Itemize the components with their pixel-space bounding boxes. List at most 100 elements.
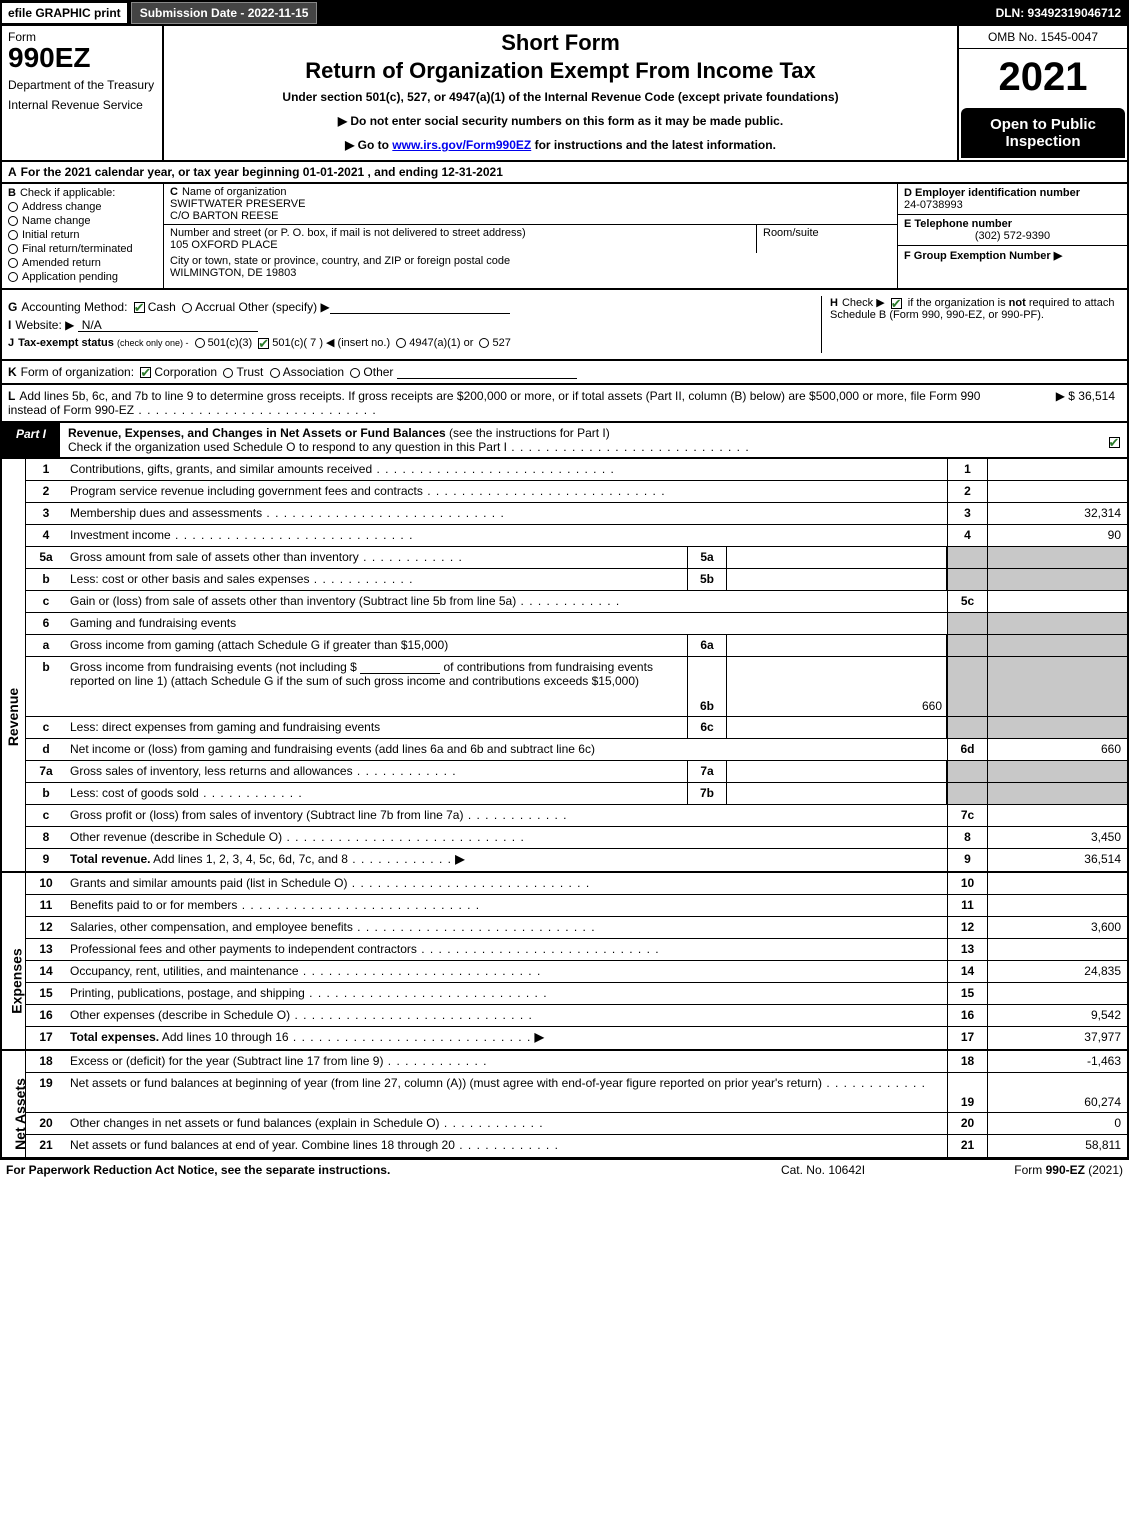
line-7b: b Less: cost of goods sold 7b [26, 783, 1127, 805]
line-6a: a Gross income from gaming (attach Sched… [26, 635, 1127, 657]
vside-netassets: Net Assets [2, 1051, 26, 1157]
line-5a: 5a Gross amount from sale of assets othe… [26, 547, 1127, 569]
chk-501c[interactable] [258, 338, 269, 349]
chk-accrual[interactable] [182, 303, 192, 313]
header-mid: Short Form Return of Organization Exempt… [164, 26, 957, 160]
line-18: 18 Excess or (deficit) for the year (Sub… [26, 1051, 1127, 1073]
val-16: 9,542 [987, 1005, 1127, 1026]
short-form-title: Short Form [172, 30, 949, 56]
chk-527[interactable] [479, 338, 489, 348]
val-17: 37,977 [987, 1027, 1127, 1049]
chk-corporation[interactable] [140, 367, 151, 378]
header-left: Form 990EZ Department of the Treasury In… [2, 26, 164, 160]
page-footer: For Paperwork Reduction Act Notice, see … [0, 1159, 1129, 1180]
chk-amended-return[interactable]: Amended return [8, 257, 157, 269]
other-specify-input[interactable] [330, 300, 510, 314]
vside-expenses: Expenses [2, 873, 26, 1049]
line-3: 3 Membership dues and assessments 3 32,3… [26, 503, 1127, 525]
expenses-section: Expenses 10 Grants and similar amounts p… [0, 873, 1129, 1051]
line-h: HCheck ▶ if the organization is not requ… [821, 296, 1121, 353]
form-ref: Form 990-EZ (2021) [923, 1163, 1123, 1177]
section-b: BCheck if applicable: Address change Nam… [2, 184, 164, 288]
city-state-zip: WILMINGTON, DE 19803 [170, 267, 296, 279]
line-6c: c Less: direct expenses from gaming and … [26, 717, 1127, 739]
ein-value: 24-0738993 [904, 199, 963, 211]
line-8: 8 Other revenue (describe in Schedule O)… [26, 827, 1127, 849]
val-18: -1,463 [987, 1051, 1127, 1072]
val-19: 60,274 [987, 1073, 1127, 1112]
val-6d: 660 [987, 739, 1127, 760]
under-section: Under section 501(c), 527, or 4947(a)(1)… [172, 90, 949, 104]
line-15: 15 Printing, publications, postage, and … [26, 983, 1127, 1005]
form-header: Form 990EZ Department of the Treasury In… [0, 26, 1129, 162]
val-8: 3,450 [987, 827, 1127, 848]
dln-label: DLN: 93492319046712 [990, 3, 1127, 23]
val-6b: 660 [727, 657, 947, 716]
line-k: KForm of organization: Corporation Trust… [0, 361, 1129, 385]
line-4: 4 Investment income 4 90 [26, 525, 1127, 547]
gross-receipts-amount: 36,514 [1078, 389, 1115, 403]
org-name-1: SWIFTWATER PRESERVE [170, 198, 305, 210]
irs-label: Internal Revenue Service [8, 98, 156, 112]
line-9: 9 Total revenue. Add lines 1, 2, 3, 4, 5… [26, 849, 1127, 871]
line-2: 2 Program service revenue including gove… [26, 481, 1127, 503]
line-10: 10 Grants and similar amounts paid (list… [26, 873, 1127, 895]
val-20: 0 [987, 1113, 1127, 1134]
val-3: 32,314 [987, 503, 1127, 524]
paperwork-notice: For Paperwork Reduction Act Notice, see … [6, 1163, 723, 1177]
line-21: 21 Net assets or fund balances at end of… [26, 1135, 1127, 1157]
g-h-i-j-block: GAccounting Method: Cash Accrual Other (… [0, 290, 1129, 361]
val-4: 90 [987, 525, 1127, 546]
netassets-section: Net Assets 18 Excess or (deficit) for th… [0, 1051, 1129, 1159]
chk-501c3[interactable] [195, 338, 205, 348]
line-7c: c Gross profit or (loss) from sales of i… [26, 805, 1127, 827]
chk-other-org[interactable] [350, 368, 360, 378]
line-1: 1 Contributions, gifts, grants, and simi… [26, 459, 1127, 481]
website-value: N/A [78, 318, 258, 332]
note-ssn: ▶ Do not enter social security numbers o… [172, 114, 949, 128]
revenue-section: Revenue 1 Contributions, gifts, grants, … [0, 459, 1129, 873]
val-12: 3,600 [987, 917, 1127, 938]
section-c: CName of organization SWIFTWATER PRESERV… [164, 184, 897, 288]
dept-treasury: Department of the Treasury [8, 78, 156, 92]
group-exemption-label: F Group Exemption Number ▶ [904, 250, 1062, 262]
val-9: 36,514 [987, 849, 1127, 871]
line-j: JTax-exempt status (check only one) - 50… [8, 336, 813, 349]
val-14: 24,835 [987, 961, 1127, 982]
chk-schedule-b-not-required[interactable] [891, 298, 902, 309]
line-12: 12 Salaries, other compensation, and emp… [26, 917, 1127, 939]
submission-date-label: Submission Date - 2022-11-15 [131, 2, 318, 24]
line-6b: b Gross income from fundraising events (… [26, 657, 1127, 717]
chk-4947[interactable] [396, 338, 406, 348]
cat-no: Cat. No. 10642I [723, 1163, 923, 1177]
chk-initial-return[interactable]: Initial return [8, 229, 157, 241]
chk-application-pending[interactable]: Application pending [8, 271, 157, 283]
section-d-e-f: D Employer identification number 24-0738… [897, 184, 1127, 288]
return-title: Return of Organization Exempt From Incom… [172, 58, 949, 84]
chk-cash[interactable] [134, 302, 145, 313]
part1-tab: Part I [2, 423, 60, 457]
street-address: 105 OXFORD PLACE [170, 239, 278, 251]
chk-trust[interactable] [223, 368, 233, 378]
org-name-2: C/O BARTON REESE [170, 210, 278, 222]
other-org-input[interactable] [397, 365, 577, 379]
top-bar: efile GRAPHIC print Submission Date - 20… [0, 0, 1129, 26]
chk-final-return[interactable]: Final return/terminated [8, 243, 157, 255]
val-21: 58,811 [987, 1135, 1127, 1157]
header-right: OMB No. 1545-0047 2021 Open to Public In… [957, 26, 1127, 160]
line-19: 19 Net assets or fund balances at beginn… [26, 1073, 1127, 1113]
line-14: 14 Occupancy, rent, utilities, and maint… [26, 961, 1127, 983]
line-7a: 7a Gross sales of inventory, less return… [26, 761, 1127, 783]
part1-header: Part I Revenue, Expenses, and Changes in… [0, 423, 1129, 459]
efile-print-label[interactable]: efile GRAPHIC print [2, 3, 127, 23]
chk-schedule-o-used[interactable] [1109, 437, 1120, 448]
chk-address-change[interactable]: Address change [8, 201, 157, 213]
vside-revenue: Revenue [2, 459, 26, 871]
open-to-public-badge: Open to Public Inspection [961, 108, 1125, 158]
irs-link[interactable]: www.irs.gov/Form990EZ [392, 138, 531, 152]
chk-association[interactable] [270, 368, 280, 378]
line-g: GAccounting Method: Cash Accrual Other (… [8, 300, 813, 314]
line-11: 11 Benefits paid to or for members 11 [26, 895, 1127, 917]
line-6: 6 Gaming and fundraising events [26, 613, 1127, 635]
chk-name-change[interactable]: Name change [8, 215, 157, 227]
